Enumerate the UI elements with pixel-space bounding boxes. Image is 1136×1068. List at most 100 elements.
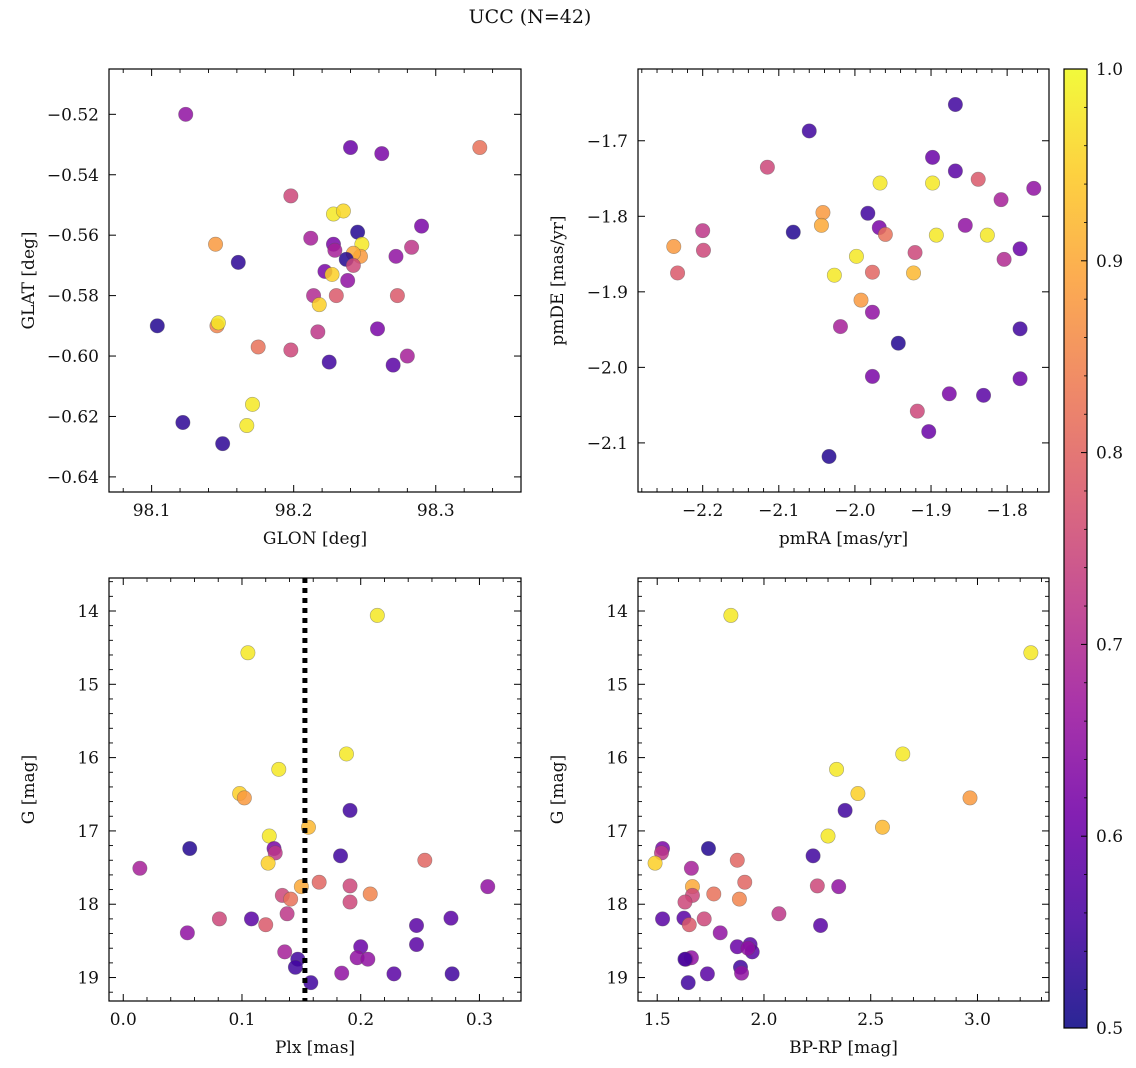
- scatter-point: [472, 140, 488, 156]
- x-axis-label: Plx [mas]: [275, 1038, 355, 1058]
- x-axis-label: GLON [deg]: [263, 529, 367, 549]
- colorbar-gradient: [1063, 68, 1088, 1029]
- scatter-point: [815, 205, 831, 221]
- y-tick-label: 18: [77, 895, 99, 915]
- scatter-points: [666, 97, 1042, 464]
- scatter-point: [414, 218, 430, 234]
- scatter-point: [178, 106, 194, 122]
- scatter-point: [813, 917, 829, 933]
- y-axis-label: G [mag]: [19, 755, 39, 824]
- scatter-point: [287, 959, 303, 975]
- scatter-point: [723, 607, 739, 623]
- scatter-point: [877, 226, 893, 242]
- scatter-point: [696, 911, 712, 927]
- axes-frame: [637, 577, 1050, 1002]
- x-tick-label: 3.0: [964, 1010, 991, 1030]
- y-tick-label: 19: [77, 969, 99, 989]
- scatter-point: [712, 925, 728, 941]
- scatter-point: [874, 819, 890, 835]
- scatter-point: [909, 403, 925, 419]
- scatter-point: [267, 845, 283, 861]
- scatter-point: [921, 424, 937, 440]
- scatter-point: [338, 746, 354, 762]
- scatter-point: [1012, 241, 1028, 257]
- scatter-point: [831, 879, 847, 895]
- colorbar-tick-label: 0.8: [1096, 444, 1123, 464]
- scatter-point: [731, 891, 747, 907]
- scatter-point: [283, 188, 299, 204]
- y-tick-label: 16: [606, 749, 628, 769]
- y-tick-label: −1.8: [587, 207, 628, 227]
- scatter-point: [895, 746, 911, 762]
- scatter-point: [890, 335, 906, 351]
- x-tick-label: 0.3: [466, 1010, 493, 1030]
- y-tick-label: 14: [606, 602, 628, 622]
- scatter-point: [399, 348, 415, 364]
- scatter-point: [907, 245, 923, 261]
- scatter-point: [699, 966, 715, 982]
- scatter-points: [132, 607, 496, 991]
- scatter-point: [925, 175, 941, 191]
- scatter-point: [820, 828, 836, 844]
- y-tick-label: −1.9: [587, 283, 628, 303]
- y-axis-label: GLAT [deg]: [19, 231, 39, 329]
- scatter-point: [670, 265, 686, 281]
- scatter-point: [706, 886, 722, 902]
- scatter-point: [970, 171, 986, 187]
- y-tick-label: 19: [606, 969, 628, 989]
- scatter-point: [328, 288, 344, 304]
- y-tick-label: 18: [606, 895, 628, 915]
- scatter-point: [647, 855, 663, 871]
- scatter-point: [957, 217, 973, 233]
- scatter-point: [947, 97, 963, 113]
- y-tick-label: −2.1: [587, 434, 628, 454]
- colorbar-tick-label: 0.5: [1096, 1019, 1123, 1039]
- scatter-point: [230, 254, 246, 270]
- colorbar: 0.5 0.6 0.7 0.8 0.9 1.0: [1063, 60, 1123, 1039]
- axes-frame: [108, 68, 522, 493]
- scatter-point: [1026, 180, 1042, 196]
- scatter-point: [805, 848, 821, 864]
- scatter-point: [695, 242, 711, 258]
- x-tick-label: −2.2: [682, 501, 723, 521]
- x-tick-label: −2.1: [758, 501, 799, 521]
- y-axis-label: G [mag]: [548, 755, 568, 824]
- x-axis-label: pmRA [mas/yr]: [779, 529, 908, 549]
- y-tick-label: 15: [77, 675, 99, 695]
- scatter-point: [947, 163, 963, 179]
- scatter-point: [695, 223, 711, 239]
- scatter-point: [821, 448, 837, 464]
- scatter-point: [681, 917, 697, 933]
- scatter-point: [360, 951, 376, 967]
- y-tick-label: 16: [77, 749, 99, 769]
- scatter-point: [1012, 371, 1028, 387]
- x-tick-label: 2.0: [750, 1010, 777, 1030]
- scatter-point: [236, 790, 252, 806]
- scatter-point: [279, 906, 295, 922]
- scatter-point: [327, 242, 343, 258]
- x-tick-label: 98.3: [417, 501, 455, 521]
- scatter-point: [283, 891, 299, 907]
- y-tick-label: 14: [77, 602, 99, 622]
- scatter-point: [389, 288, 405, 304]
- scatter-point: [342, 878, 358, 894]
- scatter-point: [683, 860, 699, 876]
- scatter-point: [342, 894, 358, 910]
- scatter-point: [182, 841, 198, 857]
- scatter-point: [179, 925, 195, 941]
- scatter-point: [362, 886, 378, 902]
- scatter-point: [240, 645, 256, 661]
- scatter-point: [321, 354, 337, 370]
- scatter-panel-2: −2.2 −2.1 −2.0 −1.9 −1.8 −1.7 −1.8 −1.9 −2.0 −2.1…: [548, 68, 1050, 549]
- x-tick-label: 2.5: [857, 1010, 884, 1030]
- y-axis-label: pmDE [mas/yr]: [548, 215, 568, 345]
- scatter-point: [848, 248, 864, 264]
- y-tick-label: −1.7: [587, 132, 628, 152]
- scatter-point: [243, 911, 259, 927]
- scatter-point: [872, 175, 888, 191]
- scatter-point: [829, 761, 845, 777]
- axes-frame: [108, 577, 522, 1002]
- scatter-point: [311, 297, 327, 313]
- scatter-points: [647, 607, 1039, 991]
- scatter-point: [311, 874, 327, 890]
